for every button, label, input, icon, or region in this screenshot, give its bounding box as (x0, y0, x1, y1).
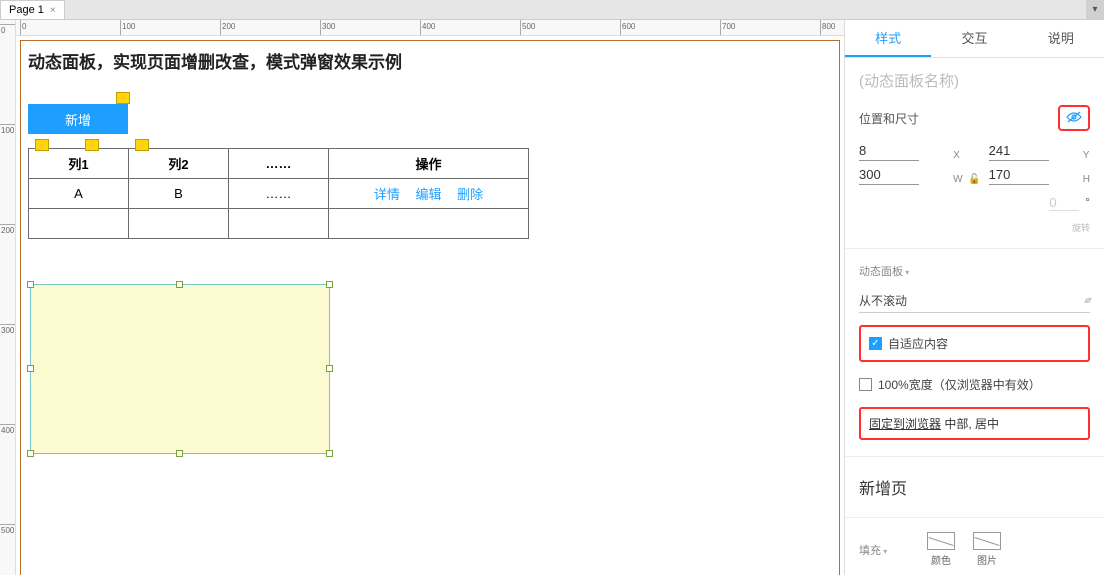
op-edit[interactable]: 编辑 (415, 187, 441, 202)
table-cell-ops: 详情 编辑 删除 ⚡ ⚡ ⚡ (329, 179, 529, 209)
col-header: 列1 (29, 149, 129, 179)
fit-content-checkbox[interactable]: ✓ 自适应内容 (869, 333, 1080, 354)
table-row: A B …… 详情 编辑 删除 ⚡ ⚡ ⚡ (29, 179, 529, 209)
new-page-section: 新增页 (859, 471, 1090, 503)
inspector-tabs: 样式 交互 说明 (845, 20, 1104, 58)
scroll-mode-select[interactable]: 从不滚动 ▴▾ (859, 289, 1090, 313)
op-detail[interactable]: 详情 (374, 187, 400, 202)
page-tab-strip: Page 1 × ▾ (0, 0, 1104, 20)
data-table: 列1 列2 …… 操作 A B …… 详情 编辑 删除 (28, 148, 529, 239)
resize-handle[interactable] (326, 450, 333, 457)
x-input[interactable] (859, 141, 919, 161)
table-cell (29, 209, 129, 239)
interaction-badge-icon: ⚡ (135, 139, 149, 151)
fill-section[interactable]: 填充 (859, 542, 909, 558)
visibility-toggle-icon[interactable] (1058, 105, 1090, 131)
resize-handle[interactable] (176, 281, 183, 288)
checkbox-icon (859, 378, 872, 391)
table-cell (329, 209, 529, 239)
op-delete[interactable]: 删除 (457, 187, 483, 202)
tab-notes[interactable]: 说明 (1018, 20, 1104, 57)
table-cell (229, 209, 329, 239)
tab-overflow-icon[interactable]: ▾ (1086, 0, 1104, 19)
page-title: 动态面板，实现页面增删改查，模式弹窗效果示例 (28, 48, 402, 73)
table-header-row: 列1 列2 …… 操作 (29, 149, 529, 179)
resize-handle[interactable] (176, 450, 183, 457)
interaction-badge-icon: ⚡ (35, 139, 49, 151)
page-tab-label: Page 1 (9, 4, 44, 16)
table-cell: A (29, 179, 129, 209)
rotation-input[interactable] (1049, 195, 1079, 211)
resize-handle[interactable] (326, 365, 333, 372)
interaction-badge-icon: ⚡ (116, 92, 130, 104)
pin-to-browser[interactable]: 固定到浏览器 中部, 居中 (869, 415, 1080, 432)
close-tab-icon[interactable]: × (50, 5, 56, 16)
dynamic-panel-section[interactable]: 动态面板 (859, 263, 1090, 279)
panel-name-input[interactable]: (动态面板名称) (859, 66, 1090, 95)
add-button[interactable]: 新增 (28, 104, 128, 134)
page-tab[interactable]: Page 1 × (0, 0, 65, 19)
table-cell (129, 209, 229, 239)
table-cell: B (129, 179, 229, 209)
w-label: W 🔓 (953, 174, 980, 185)
resize-handle[interactable] (27, 365, 34, 372)
full-width-checkbox[interactable]: 100%宽度（仅浏览器中有效） (859, 374, 1090, 395)
vertical-ruler: 0100200300400500 (0, 20, 16, 575)
fill-color-swatch[interactable]: 颜色 (927, 532, 955, 567)
selected-dynamic-panel[interactable] (30, 284, 330, 454)
horizontal-ruler: 0100200300400500600700800 (16, 20, 844, 36)
y-label: Y (1083, 150, 1090, 161)
y-input[interactable] (989, 141, 1049, 161)
chevron-updown-icon: ▴▾ (1084, 295, 1090, 306)
table-row (29, 209, 529, 239)
h-label: H (1083, 174, 1090, 185)
rotation-label: 旋转 (859, 221, 1090, 234)
col-header: 操作 (329, 149, 529, 179)
checkbox-checked-icon: ✓ (869, 337, 882, 350)
x-label: X (953, 150, 980, 161)
resize-handle[interactable] (326, 281, 333, 288)
tab-style[interactable]: 样式 (845, 20, 931, 57)
table-cell: …… (229, 179, 329, 209)
inspector-panel: 样式 交互 说明 (动态面板名称) 位置和尺寸 X Y (844, 20, 1104, 575)
col-header: …… (229, 149, 329, 179)
col-header: 列2 (129, 149, 229, 179)
tab-interactions[interactable]: 交互 (931, 20, 1017, 57)
design-canvas[interactable]: 动态面板，实现页面增删改查，模式弹窗效果示例 新增 ⚡ 列1 列2 …… 操作 … (16, 36, 844, 575)
h-input[interactable] (989, 165, 1049, 185)
position-section-label: 位置和尺寸 (859, 110, 919, 127)
resize-handle[interactable] (27, 450, 34, 457)
resize-handle[interactable] (27, 281, 34, 288)
interaction-badge-icon: ⚡ (85, 139, 99, 151)
w-input[interactable] (859, 165, 919, 185)
fill-image-swatch[interactable]: 图片 (973, 532, 1001, 567)
